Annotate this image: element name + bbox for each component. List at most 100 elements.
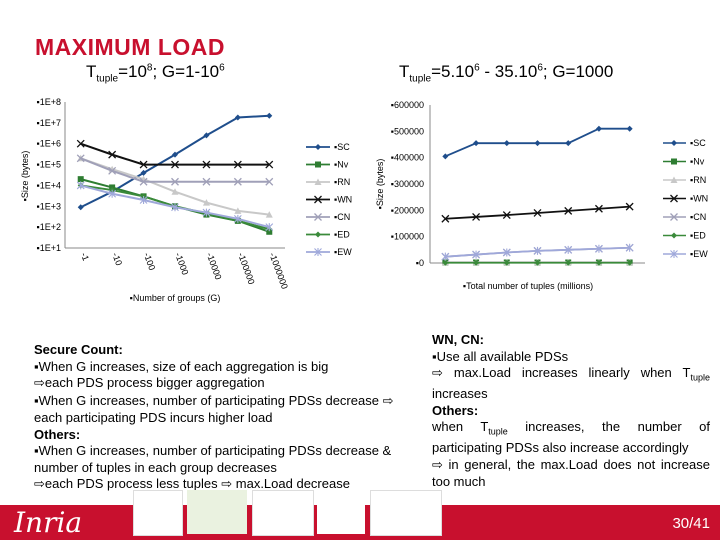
left-legend-label-RN: ▪RN (334, 177, 350, 187)
left-y-tick-label: ▪1E+7 (37, 118, 61, 128)
right-point-SC (442, 153, 449, 160)
right-point-EW (502, 248, 511, 257)
left-point-CN (265, 177, 274, 186)
left-x-tick-label: -100 (142, 251, 158, 271)
right-point-SC (595, 125, 602, 132)
right-legend-label-WN: ▪WN (690, 194, 708, 204)
slide-title: MAXIMUM LOAD (35, 34, 225, 60)
left-legend-marker-ED (315, 231, 321, 238)
left-y-tick-label: ▪1E+3 (37, 201, 61, 211)
left-point-CN (139, 177, 148, 186)
left-legend-marker-WN (314, 195, 322, 204)
right-point-WN (502, 211, 511, 220)
left-point-SC (234, 114, 241, 121)
left-point-WN (108, 150, 117, 159)
secure-count-heading: Secure Count: (34, 342, 123, 357)
right-point-EW (625, 243, 634, 252)
left-point-CN (171, 177, 179, 186)
left-explanation: Secure Count: ▪When G increases, size of… (34, 342, 394, 492)
landscape-logo (187, 490, 247, 534)
left-point-EW (233, 214, 242, 223)
left-legend-marker-EW (314, 248, 322, 256)
left-point-EW (76, 181, 85, 190)
left-point-WN (265, 160, 274, 169)
left-point-CN (202, 177, 211, 186)
left-point-WN (139, 160, 148, 169)
left-point-EW (265, 223, 274, 232)
left-y-tick-label: ▪1E+5 (37, 160, 61, 170)
left-legend-label-SC: ▪SC (334, 142, 350, 152)
left-point-EW (171, 203, 179, 212)
left-point-WN (171, 160, 179, 169)
left-y-tick-label: ▪1E+4 (37, 180, 61, 190)
left-x-tick-label: -10000 (205, 251, 224, 281)
right-point-WN (533, 209, 542, 217)
left-chart-subtitle: Ttuple=108; G=1-106 (86, 62, 225, 85)
right-legend-marker-RN (670, 176, 678, 183)
left-point-EW (202, 208, 211, 217)
left-legend-marker-CN (314, 213, 322, 221)
right-explanation: WN, CN: ▪Use all available PDSs ⇨ max.Lo… (432, 332, 710, 490)
left-point-RN (265, 211, 273, 218)
left-x-axis-title: ▪Number of groups (G) (130, 293, 221, 303)
right-y-tick-label: ▪0 (416, 258, 424, 268)
charts-canvas: ▪1E+1 ▪1E+2 ▪1E+3 ▪1E+4 ▪1E+5 ▪1E+6 ▪1E+7 ▪1E+8… (20, 97, 708, 303)
right-legend-marker-SC (671, 140, 677, 146)
left-point-Nv (77, 176, 84, 183)
left-x-tick-label: -100000 (236, 251, 257, 285)
left-point-SC (203, 132, 210, 139)
right-point-EW (595, 244, 603, 253)
right-point-ED (595, 259, 602, 266)
left-x-tick-label: -1000 (173, 251, 190, 276)
right-y-tick-label: ▪400000 (391, 153, 424, 163)
left-legend-label-Nv: ▪Nv (334, 160, 349, 170)
right-point-EW (564, 245, 573, 254)
left-point-WN (233, 160, 242, 169)
right-point-WN (472, 212, 481, 221)
left-point-SC (266, 112, 273, 119)
right-legend-label-ED: ▪ED (690, 231, 706, 241)
right-legend-label-Nv: ▪Nv (690, 157, 705, 167)
left-point-EW (108, 189, 117, 198)
right-legend-label-CN: ▪CN (690, 212, 706, 222)
left-point-RN (234, 207, 242, 214)
right-point-SC (503, 140, 510, 147)
inria-logo: Inria (14, 506, 83, 539)
insa-logo (370, 490, 442, 536)
right-point-ED (503, 259, 510, 266)
left-point-SC (140, 169, 147, 176)
left-legend-label-ED: ▪ED (334, 230, 350, 240)
right-point-WN (594, 204, 603, 213)
right-point-WN (441, 214, 450, 223)
left-legend-marker-SC (315, 144, 321, 150)
others-heading-left: Others: (34, 426, 81, 442)
right-point-ED (626, 259, 633, 266)
right-legend-label-RN: ▪RN (690, 175, 706, 185)
left-point-CN (76, 154, 85, 163)
left-point-RN (171, 188, 179, 195)
right-point-WN (625, 202, 634, 211)
right-point-ED (565, 259, 572, 266)
right-point-SC (534, 140, 541, 147)
right-point-ED (442, 259, 449, 266)
right-legend-marker-ED (671, 232, 677, 239)
right-y-tick-label: ▪200000 (391, 205, 424, 215)
right-chart-subtitle: Ttuple=5.106 - 35.106; G=1000 (399, 62, 614, 85)
left-legend-label-CN: ▪CN (334, 212, 350, 222)
left-y-tick-label: ▪1E+8 (37, 97, 61, 107)
right-x-axis-title: ▪Total number of tuples (millions) (463, 281, 593, 291)
right-legend-label-EW: ▪EW (690, 249, 708, 259)
left-point-CN (233, 177, 242, 186)
right-y-tick-label: ▪100000 (391, 232, 424, 242)
left-legend-label-WN: ▪WN (334, 195, 352, 205)
university-logo (133, 490, 183, 536)
right-y-axis-title: ▪Size (bytes) (375, 159, 385, 210)
left-point-WN (202, 160, 211, 169)
left-point-RN (202, 199, 210, 206)
left-legend-marker-Nv (315, 161, 321, 168)
right-point-ED (473, 259, 480, 266)
left-point-CN (108, 166, 117, 175)
left-point-SC (172, 151, 178, 158)
right-point-WN (564, 206, 573, 215)
left-point-SC (77, 204, 84, 211)
